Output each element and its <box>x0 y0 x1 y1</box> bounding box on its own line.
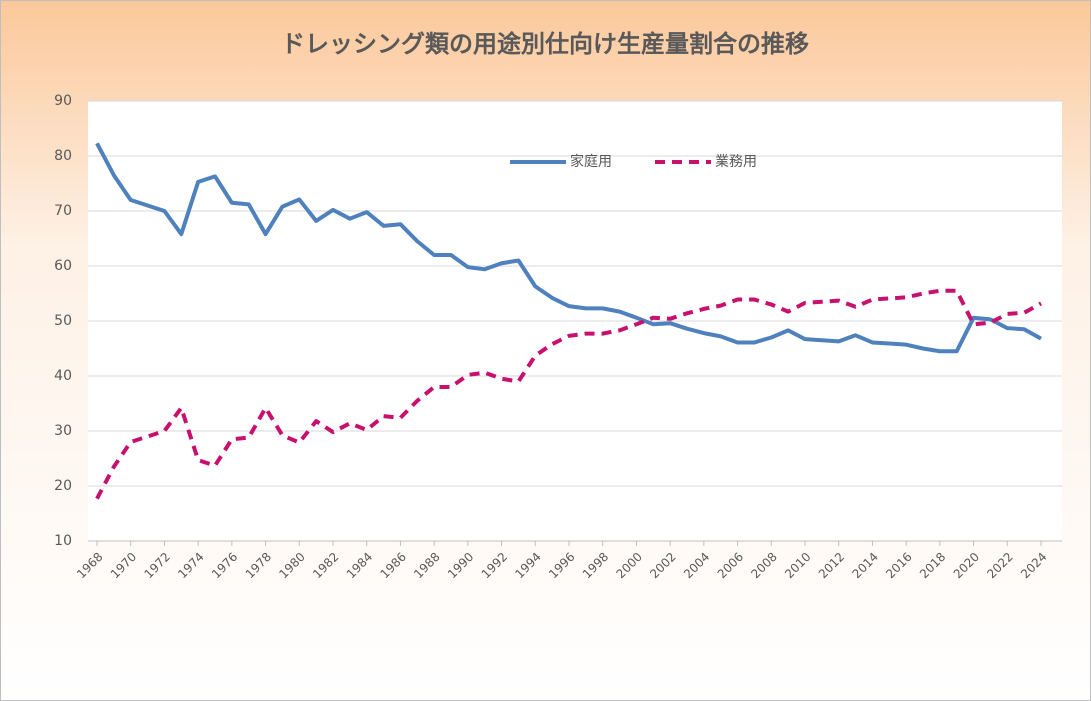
y-tick-label: 60 <box>54 258 72 274</box>
y-tick-label: 30 <box>54 423 72 439</box>
line-series <box>95 288 1042 500</box>
y-tick-label: 50 <box>54 313 72 329</box>
y-tick-label: 90 <box>54 93 72 109</box>
legend-label: 家庭用 <box>570 153 612 170</box>
legend-label: 業務用 <box>715 154 757 170</box>
y-tick-label: 80 <box>54 148 72 164</box>
y-tick-label: 20 <box>54 478 72 494</box>
line-series <box>95 142 1042 354</box>
y-tick-label: 70 <box>54 203 72 219</box>
chart-title: ドレッシング類の用途別仕向け生産量割合の推移 <box>281 30 809 58</box>
y-tick-label: 10 <box>54 533 72 549</box>
y-tick-label: 40 <box>54 368 72 384</box>
